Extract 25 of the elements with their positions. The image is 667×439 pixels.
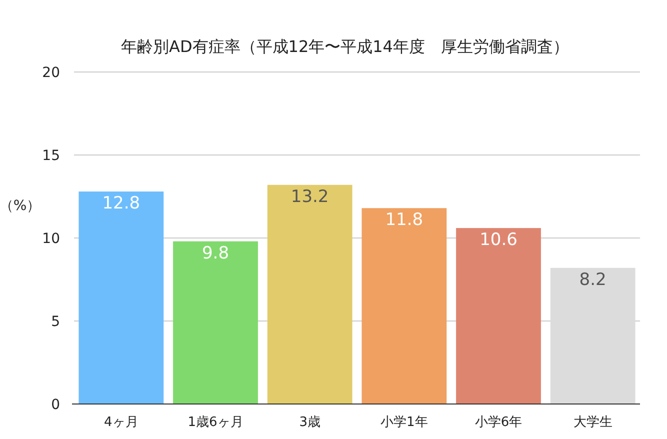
data-label: 12.8 (102, 194, 140, 214)
y-tick-label: 15 (42, 148, 60, 164)
y-tick-label: 0 (51, 397, 60, 413)
bar (173, 241, 258, 404)
y-tick-label: 5 (51, 314, 60, 330)
x-tick-label: 4ヶ月 (104, 415, 138, 430)
y-tick-label: 10 (42, 231, 60, 247)
data-label: 10.6 (480, 230, 518, 250)
bar (456, 228, 541, 404)
x-tick-label: 3歳 (299, 415, 320, 430)
y-axis-title: （%） (0, 198, 41, 214)
data-label: 13.2 (290, 186, 329, 207)
data-label: 8.2 (579, 270, 606, 290)
x-tick-label: 大学生 (573, 415, 612, 430)
x-tick-label: 1歳6ヶ月 (188, 415, 244, 430)
bar (78, 192, 164, 404)
data-label: 9.8 (202, 243, 230, 264)
y-tick-label: 20 (42, 65, 60, 81)
bar (362, 208, 447, 404)
data-label: 11.8 (385, 210, 424, 230)
x-tick-label: 小学1年 (380, 415, 428, 430)
bar (550, 268, 636, 404)
x-tick-label: 小学6年 (474, 415, 522, 430)
chart-title: 年齢別AD有症率（平成12年〜平成14年度 厚生労働省調査） (121, 37, 569, 56)
bar (267, 184, 352, 404)
